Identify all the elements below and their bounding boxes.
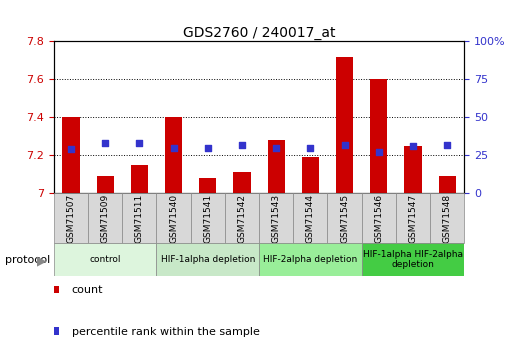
FancyBboxPatch shape — [191, 193, 225, 243]
FancyBboxPatch shape — [396, 193, 430, 243]
Bar — [199, 178, 216, 193]
FancyBboxPatch shape — [327, 193, 362, 243]
Text: GSM71548: GSM71548 — [443, 194, 451, 243]
FancyBboxPatch shape — [54, 243, 156, 276]
Text: GSM71509: GSM71509 — [101, 194, 110, 243]
Point — [443, 142, 451, 147]
FancyBboxPatch shape — [156, 193, 191, 243]
Title: GDS2760 / 240017_at: GDS2760 / 240017_at — [183, 26, 336, 40]
Bar — [302, 157, 319, 193]
Bar — [336, 57, 353, 193]
Point — [272, 145, 280, 150]
Text: GSM71511: GSM71511 — [135, 194, 144, 243]
Point — [67, 146, 75, 152]
Point — [204, 145, 212, 150]
Text: HIF-2alpha depletion: HIF-2alpha depletion — [263, 255, 358, 264]
Text: GSM71543: GSM71543 — [272, 194, 281, 243]
Bar — [233, 172, 250, 193]
Text: count: count — [72, 285, 103, 295]
FancyBboxPatch shape — [122, 193, 156, 243]
FancyBboxPatch shape — [225, 193, 259, 243]
Text: control: control — [89, 255, 121, 264]
FancyBboxPatch shape — [88, 193, 122, 243]
FancyBboxPatch shape — [54, 193, 88, 243]
Point — [341, 142, 349, 147]
Bar — [131, 165, 148, 193]
Point — [238, 142, 246, 147]
Text: GSM71540: GSM71540 — [169, 194, 178, 243]
Bar — [268, 140, 285, 193]
Point — [101, 140, 109, 146]
Text: GSM71542: GSM71542 — [238, 194, 246, 243]
FancyBboxPatch shape — [293, 193, 327, 243]
Text: percentile rank within the sample: percentile rank within the sample — [72, 327, 260, 336]
Bar — [96, 176, 114, 193]
FancyBboxPatch shape — [362, 243, 464, 276]
FancyBboxPatch shape — [259, 193, 293, 243]
Text: GSM71507: GSM71507 — [67, 194, 75, 243]
FancyBboxPatch shape — [259, 243, 362, 276]
Text: GSM71546: GSM71546 — [374, 194, 383, 243]
FancyBboxPatch shape — [362, 193, 396, 243]
Point — [409, 144, 417, 149]
Bar — [370, 79, 387, 193]
Bar — [404, 146, 422, 193]
FancyBboxPatch shape — [430, 193, 464, 243]
Bar — [165, 117, 182, 193]
Text: GSM71544: GSM71544 — [306, 194, 315, 243]
Text: GSM71541: GSM71541 — [203, 194, 212, 243]
Bar — [439, 176, 456, 193]
Point — [306, 145, 314, 150]
Text: ▶: ▶ — [37, 255, 47, 268]
Text: GSM71545: GSM71545 — [340, 194, 349, 243]
Point — [169, 145, 177, 150]
Bar — [63, 117, 80, 193]
Point — [374, 149, 383, 155]
Text: protocol: protocol — [5, 256, 50, 265]
FancyBboxPatch shape — [156, 243, 259, 276]
Text: HIF-1alpha depletion: HIF-1alpha depletion — [161, 255, 255, 264]
Text: GSM71547: GSM71547 — [408, 194, 418, 243]
Text: HIF-1alpha HIF-2alpha
depletion: HIF-1alpha HIF-2alpha depletion — [363, 250, 463, 269]
Point — [135, 140, 144, 146]
